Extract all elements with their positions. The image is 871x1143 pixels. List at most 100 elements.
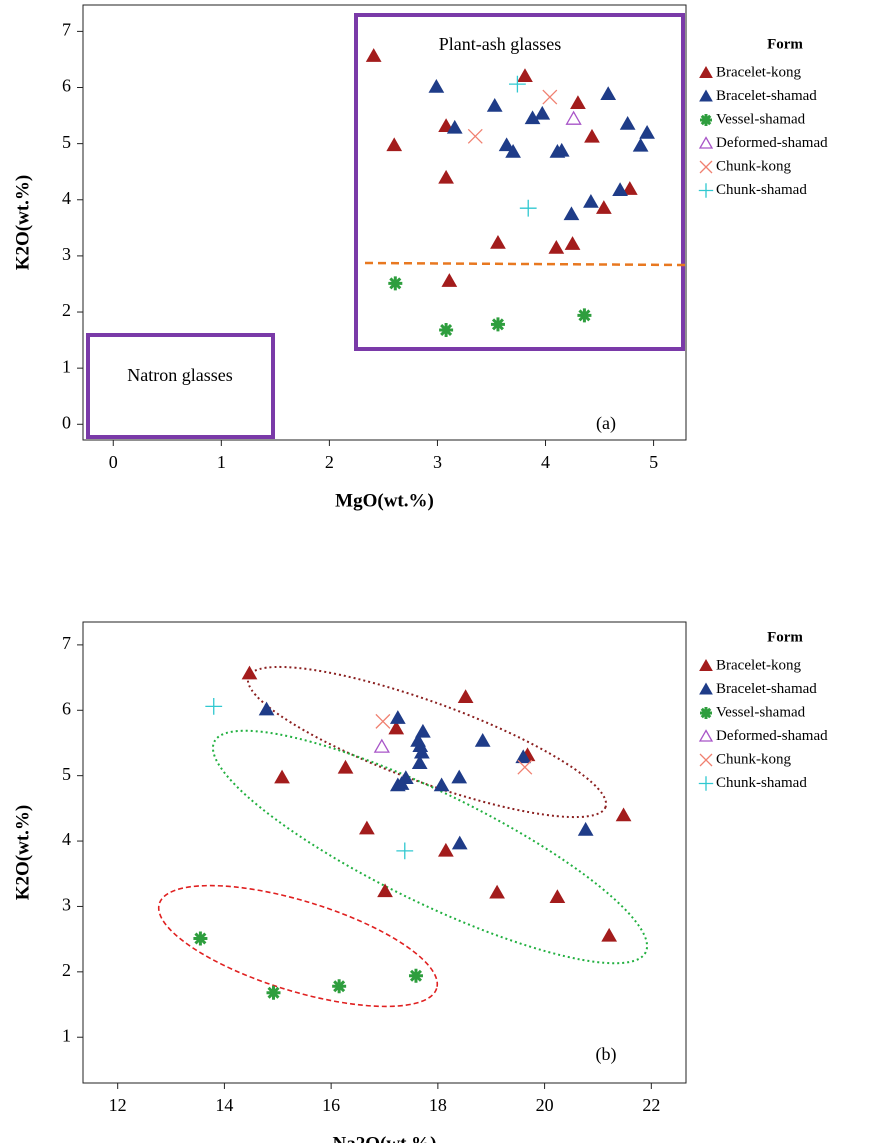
- point: [583, 194, 599, 208]
- legend-label: Bracelet-kong: [716, 64, 801, 80]
- point: [615, 807, 632, 822]
- point: [266, 985, 281, 1000]
- point: [509, 75, 526, 93]
- point: [564, 236, 581, 250]
- point: [601, 927, 618, 942]
- legend-marker: [700, 114, 712, 126]
- legend-label: Bracelet-shamad: [716, 681, 817, 697]
- point: [621, 181, 638, 195]
- point: [365, 48, 382, 62]
- legend-label: Bracelet-kong: [716, 657, 801, 673]
- point: [490, 317, 505, 332]
- point: [505, 144, 521, 158]
- point: [553, 142, 570, 157]
- legend-marker: [698, 776, 714, 791]
- point: [274, 769, 290, 784]
- point: [388, 720, 405, 735]
- point: [433, 777, 450, 792]
- y-tick-label: 3: [62, 895, 71, 915]
- legend-marker: [698, 729, 714, 742]
- annotation: Plant-ash glasses: [439, 34, 561, 54]
- point: [632, 137, 649, 152]
- point: [570, 95, 586, 109]
- point: [413, 744, 430, 759]
- point: [411, 755, 428, 769]
- x-tick-label: 1: [217, 452, 226, 472]
- point: [490, 234, 506, 249]
- legend-label: Chunk-kong: [716, 158, 792, 174]
- x-tick-label: 0: [109, 452, 118, 472]
- y-tick-label: 4: [62, 829, 71, 849]
- point: [441, 273, 458, 287]
- y-tick-label: 6: [62, 76, 71, 96]
- point: [375, 713, 391, 729]
- point: [438, 169, 454, 184]
- point: [258, 701, 275, 716]
- point: [565, 110, 582, 125]
- legend-label: Deformed-shamad: [716, 135, 828, 151]
- y-tick-label: 1: [62, 356, 71, 376]
- y-tick-label: 5: [62, 764, 71, 784]
- y-tick-label: 6: [62, 698, 71, 718]
- legend-marker: [698, 136, 714, 149]
- group-ellipse: [246, 665, 608, 819]
- legend-marker: [699, 682, 713, 695]
- plant-ash-box: [354, 13, 685, 351]
- y-tick-label: 1: [62, 1025, 71, 1045]
- x-tick-label: 12: [109, 1095, 127, 1115]
- point: [396, 842, 414, 860]
- point: [517, 68, 533, 83]
- x-tick-label: 5: [649, 452, 658, 472]
- point: [193, 931, 208, 946]
- x-tick-label: 2: [325, 452, 334, 472]
- point: [600, 86, 617, 100]
- point: [373, 738, 390, 753]
- y-tick-label: 4: [62, 188, 71, 208]
- legend-label: Chunk-shamad: [716, 182, 807, 198]
- annotation: (b): [596, 1044, 617, 1065]
- point: [619, 115, 636, 130]
- plot-frame: [82, 4, 687, 441]
- point: [439, 322, 454, 337]
- point: [389, 710, 406, 724]
- legend-marker: [699, 658, 713, 671]
- x-tick-label: 4: [541, 452, 550, 472]
- legend-marker: [699, 89, 713, 102]
- plot-frame: [82, 621, 687, 1084]
- point: [359, 820, 375, 835]
- divider-line: [364, 261, 687, 267]
- group-ellipse: [157, 884, 439, 1008]
- annotation: Natron glasses: [127, 365, 232, 385]
- legend-marker: [699, 65, 713, 78]
- point: [467, 128, 483, 144]
- point: [549, 889, 566, 904]
- point: [428, 78, 445, 93]
- point: [596, 200, 612, 214]
- point: [446, 119, 463, 134]
- point: [474, 733, 491, 747]
- point: [438, 118, 454, 132]
- point: [388, 276, 403, 291]
- point: [577, 308, 592, 323]
- point: [548, 240, 565, 254]
- point: [415, 723, 431, 738]
- point: [377, 883, 393, 898]
- x-tick-label: 22: [642, 1095, 660, 1115]
- point: [519, 199, 537, 217]
- point: [410, 733, 426, 747]
- y-tick-label: 3: [62, 244, 71, 264]
- point: [332, 979, 347, 994]
- x-tick-label: 16: [322, 1095, 340, 1115]
- point: [534, 105, 551, 120]
- point: [337, 759, 354, 774]
- point: [517, 759, 533, 775]
- point: [393, 776, 410, 790]
- point: [612, 182, 628, 196]
- y-tick-label: 5: [62, 132, 71, 152]
- x-axis-label: Na2O(wt.%): [333, 1133, 437, 1143]
- legend-label: Deformed-shamad: [716, 728, 828, 744]
- y-axis-label: K2O(wt.%): [12, 805, 33, 901]
- point: [639, 124, 655, 139]
- point: [498, 137, 515, 152]
